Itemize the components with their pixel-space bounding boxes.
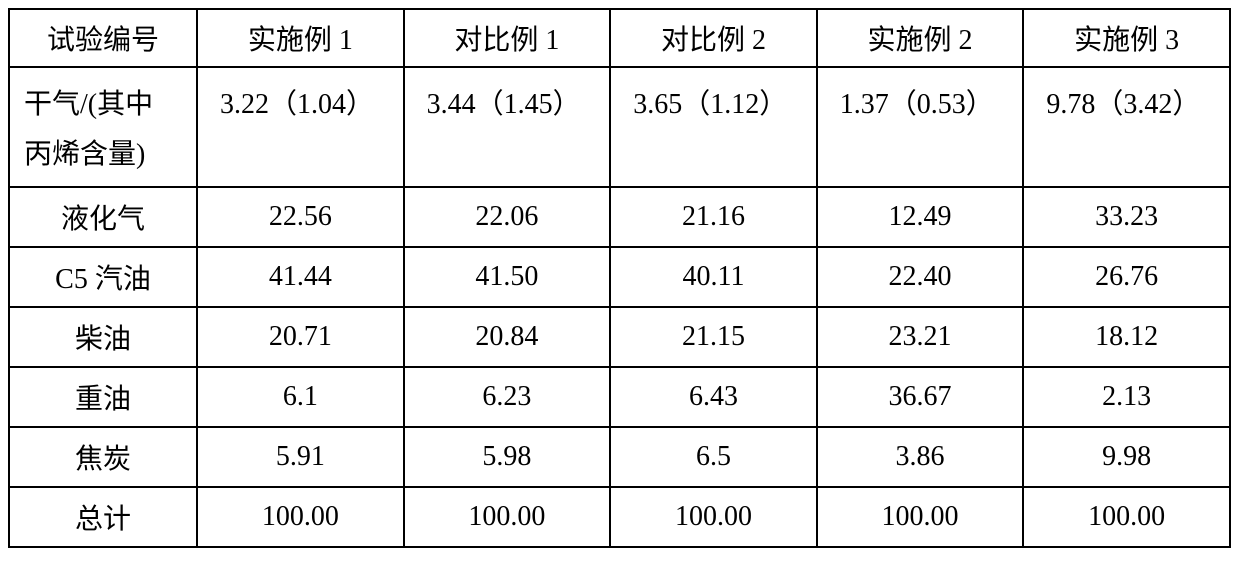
cell-2-0: 41.44 bbox=[197, 247, 404, 307]
row-label-6: 总计 bbox=[9, 487, 197, 547]
table-header-row: 试验编号 实施例 1 对比例 1 对比例 2 实施例 2 实施例 3 bbox=[9, 9, 1230, 67]
table-row: 液化气 22.56 22.06 21.16 12.49 33.23 bbox=[9, 187, 1230, 247]
row-label-0-line1: 干气/(其中 bbox=[24, 89, 153, 120]
table-row: 干气/(其中 丙烯含量) 3.22（1.04） 3.44（1.45） 3.65（… bbox=[9, 67, 1230, 187]
table-row: C5 汽油 41.44 41.50 40.11 22.40 26.76 bbox=[9, 247, 1230, 307]
data-table: 试验编号 实施例 1 对比例 1 对比例 2 实施例 2 实施例 3 干气/(其… bbox=[8, 8, 1231, 548]
cell-2-1: 41.50 bbox=[404, 247, 611, 307]
cell-6-4: 100.00 bbox=[1023, 487, 1230, 547]
header-cell-0: 试验编号 bbox=[9, 9, 197, 67]
row-label-0: 干气/(其中 丙烯含量) bbox=[9, 67, 197, 187]
cell-3-4: 18.12 bbox=[1023, 307, 1230, 367]
header-cell-5: 实施例 3 bbox=[1023, 9, 1230, 67]
cell-1-3: 12.49 bbox=[817, 187, 1024, 247]
cell-2-2: 40.11 bbox=[610, 247, 817, 307]
cell-4-3: 36.67 bbox=[817, 367, 1024, 427]
cell-1-2: 21.16 bbox=[610, 187, 817, 247]
cell-6-3: 100.00 bbox=[817, 487, 1024, 547]
cell-3-3: 23.21 bbox=[817, 307, 1024, 367]
cell-2-4: 26.76 bbox=[1023, 247, 1230, 307]
cell-4-2: 6.43 bbox=[610, 367, 817, 427]
cell-5-1: 5.98 bbox=[404, 427, 611, 487]
cell-6-0: 100.00 bbox=[197, 487, 404, 547]
cell-0-3: 1.37（0.53） bbox=[817, 67, 1024, 187]
cell-5-2: 6.5 bbox=[610, 427, 817, 487]
header-cell-2: 对比例 1 bbox=[404, 9, 611, 67]
cell-3-1: 20.84 bbox=[404, 307, 611, 367]
cell-0-0: 3.22（1.04） bbox=[197, 67, 404, 187]
header-cell-1: 实施例 1 bbox=[197, 9, 404, 67]
cell-6-2: 100.00 bbox=[610, 487, 817, 547]
cell-1-0: 22.56 bbox=[197, 187, 404, 247]
cell-5-4: 9.98 bbox=[1023, 427, 1230, 487]
cell-0-4: 9.78（3.42） bbox=[1023, 67, 1230, 187]
row-label-4: 重油 bbox=[9, 367, 197, 427]
header-cell-3: 对比例 2 bbox=[610, 9, 817, 67]
cell-0-2: 3.65（1.12） bbox=[610, 67, 817, 187]
table-row: 焦炭 5.91 5.98 6.5 3.86 9.98 bbox=[9, 427, 1230, 487]
table-row: 重油 6.1 6.23 6.43 36.67 2.13 bbox=[9, 367, 1230, 427]
cell-4-1: 6.23 bbox=[404, 367, 611, 427]
cell-1-4: 33.23 bbox=[1023, 187, 1230, 247]
cell-3-2: 21.15 bbox=[610, 307, 817, 367]
cell-5-3: 3.86 bbox=[817, 427, 1024, 487]
row-label-5: 焦炭 bbox=[9, 427, 197, 487]
cell-0-1: 3.44（1.45） bbox=[404, 67, 611, 187]
table-row: 总计 100.00 100.00 100.00 100.00 100.00 bbox=[9, 487, 1230, 547]
cell-1-1: 22.06 bbox=[404, 187, 611, 247]
cell-4-0: 6.1 bbox=[197, 367, 404, 427]
row-label-1: 液化气 bbox=[9, 187, 197, 247]
cell-3-0: 20.71 bbox=[197, 307, 404, 367]
row-label-2: C5 汽油 bbox=[9, 247, 197, 307]
row-label-3: 柴油 bbox=[9, 307, 197, 367]
cell-2-3: 22.40 bbox=[817, 247, 1024, 307]
cell-4-4: 2.13 bbox=[1023, 367, 1230, 427]
cell-5-0: 5.91 bbox=[197, 427, 404, 487]
cell-6-1: 100.00 bbox=[404, 487, 611, 547]
table-row: 柴油 20.71 20.84 21.15 23.21 18.12 bbox=[9, 307, 1230, 367]
header-cell-4: 实施例 2 bbox=[817, 9, 1024, 67]
row-label-0-line2: 丙烯含量) bbox=[24, 139, 145, 170]
